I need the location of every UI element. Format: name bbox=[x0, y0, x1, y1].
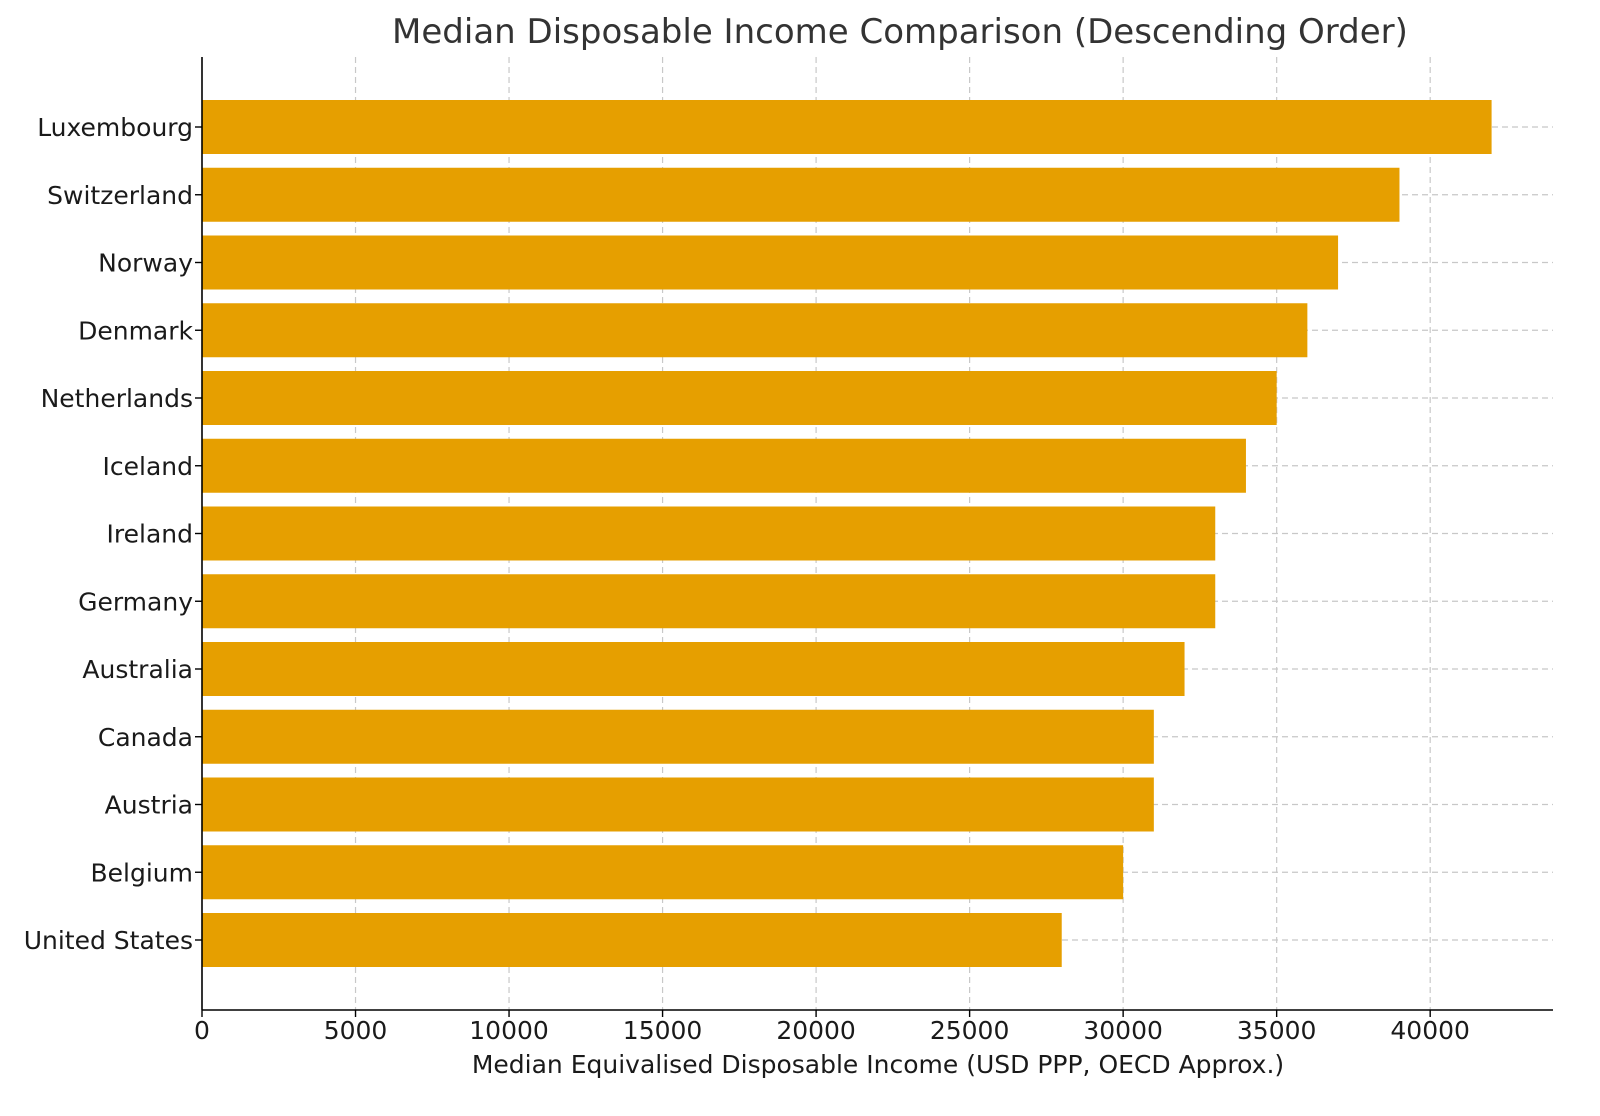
chart-title: Median Disposable Income Comparison (Des… bbox=[392, 12, 1408, 52]
bar-belgium bbox=[202, 845, 1124, 900]
bar-austria bbox=[202, 777, 1154, 832]
x-tick-label: 20000 bbox=[776, 1016, 856, 1045]
category-label: Norway bbox=[98, 249, 193, 278]
category-label: Luxembourg bbox=[37, 113, 193, 142]
bar-switzerland bbox=[202, 167, 1400, 222]
x-tick-labels: 0 5000 10000 15000 20000 25000 30000 35000 40000 bbox=[194, 1016, 1470, 1045]
bar-canada bbox=[202, 709, 1154, 764]
x-tick-label: 5000 bbox=[324, 1016, 388, 1045]
category-label: Germany bbox=[78, 587, 193, 616]
bar-iceland bbox=[202, 438, 1246, 493]
bar-netherlands bbox=[202, 371, 1277, 425]
category-label: Denmark bbox=[78, 316, 193, 345]
bar-luxembourg bbox=[202, 100, 1492, 154]
bar-germany bbox=[202, 574, 1216, 629]
bar-denmark bbox=[202, 303, 1308, 358]
category-label: Austria bbox=[105, 791, 193, 820]
bars bbox=[202, 100, 1492, 967]
bar-ireland bbox=[202, 506, 1216, 561]
x-tick-label: 35000 bbox=[1237, 1016, 1317, 1045]
category-label: Belgium bbox=[91, 858, 194, 887]
x-tick-label: 40000 bbox=[1390, 1016, 1470, 1045]
x-tick-label: 30000 bbox=[1083, 1016, 1163, 1045]
category-label: Australia bbox=[82, 655, 193, 684]
category-label: Switzerland bbox=[47, 181, 193, 210]
x-axis-title: Median Equivalised Disposable Income (US… bbox=[472, 1050, 1284, 1079]
category-label: Ireland bbox=[107, 520, 193, 549]
category-label: United States bbox=[24, 926, 193, 955]
category-label: Netherlands bbox=[41, 384, 193, 413]
bar-norway bbox=[202, 235, 1339, 290]
category-label: Iceland bbox=[103, 452, 193, 481]
bar-united-states bbox=[202, 913, 1062, 967]
category-labels: Luxembourg Switzerland Norway Denmark Nether… bbox=[24, 113, 194, 955]
x-tick-label: 15000 bbox=[623, 1016, 703, 1045]
x-tick-label: 25000 bbox=[930, 1016, 1010, 1045]
x-tick-label: 10000 bbox=[469, 1016, 549, 1045]
category-label: Canada bbox=[98, 723, 193, 752]
bar-australia bbox=[202, 642, 1185, 696]
axes bbox=[195, 57, 1553, 1017]
x-tick-label: 0 bbox=[194, 1016, 210, 1045]
